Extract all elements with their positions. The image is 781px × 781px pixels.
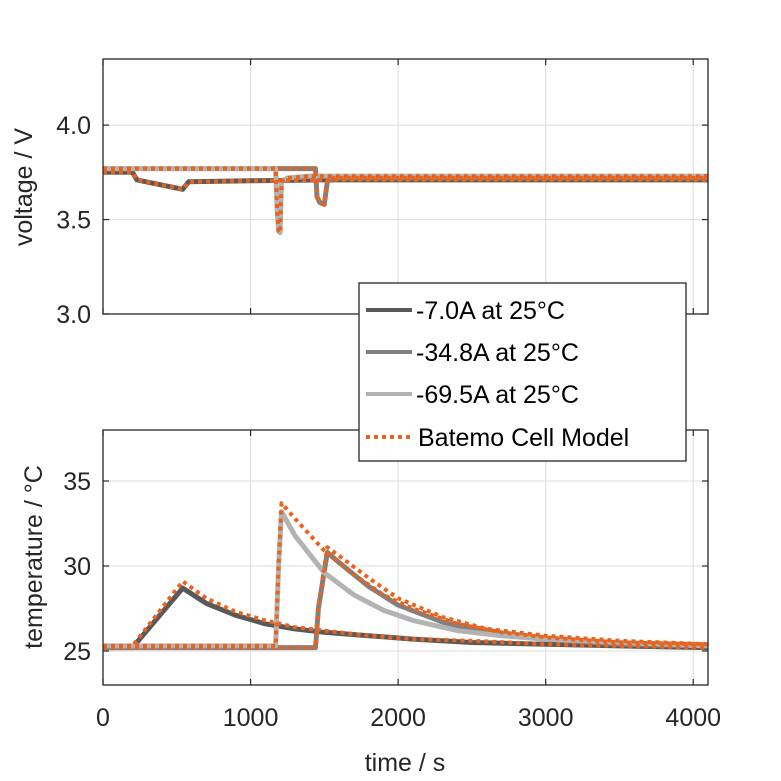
x-axis-label: time / s <box>365 749 446 777</box>
legend-entry: Batemo Cell Model <box>366 424 629 452</box>
temperature-series-batemo-cell-model <box>103 579 708 650</box>
temperature-plot: 0 1000 2000 3000 4000 25 30 35 temperature / °C… <box>20 429 721 777</box>
voltage-series-batemo-cell-model <box>103 170 708 192</box>
voltage-plot-background <box>103 59 708 314</box>
y-tick-label: 35 <box>63 468 91 496</box>
legend-entry: -69.5A at 25°C <box>366 381 579 409</box>
voltage-series-batemo-cell-model <box>103 166 708 235</box>
voltage-plot: 3.0 3.5 4.0 voltage / V <box>10 58 709 329</box>
x-tick-label: 0 <box>96 704 110 732</box>
temperature-series-batemo-cell-model <box>103 501 708 648</box>
y-tick-label: 3.0 <box>56 301 91 329</box>
x-tick-label: 2000 <box>370 704 426 732</box>
x-tick-label: 4000 <box>665 704 721 732</box>
temperature-ticks <box>102 430 708 685</box>
legend-label-34-8a: -34.8A at 25°C <box>416 339 579 367</box>
legend-label-7a: -7.0A at 25°C <box>416 297 565 325</box>
temperature-series <box>103 501 708 651</box>
legend-entry: -7.0A at 25°C <box>366 297 565 325</box>
voltage-y-axis-label: voltage / V <box>10 128 38 246</box>
legend-entry: -34.8A at 25°C <box>366 339 579 367</box>
y-tick-label: 25 <box>63 638 91 666</box>
x-tick-label: 3000 <box>518 704 574 732</box>
temperature-y-axis-label: temperature / °C <box>20 465 48 649</box>
voltage-series <box>103 166 708 236</box>
legend-label-69-5a: -69.5A at 25°C <box>416 381 579 409</box>
y-tick-label: 3.5 <box>56 207 91 235</box>
x-tick-label: 1000 <box>223 704 279 732</box>
y-tick-label: 30 <box>63 553 91 581</box>
voltage-tick-labels: 3.0 3.5 4.0 <box>56 112 91 329</box>
voltage-series-batemo-cell-model <box>103 166 708 207</box>
legend-label-batemo-model: Batemo Cell Model <box>418 424 629 452</box>
legend: -7.0A at 25°C -34.8A at 25°C -69.5A at 2… <box>358 282 687 462</box>
legend-box <box>358 282 687 462</box>
y-tick-label: 4.0 <box>56 112 91 140</box>
temperature-tick-labels: 0 1000 2000 3000 4000 25 30 35 <box>63 468 721 732</box>
temperature-series-69-5a-at-25-c <box>103 509 708 649</box>
